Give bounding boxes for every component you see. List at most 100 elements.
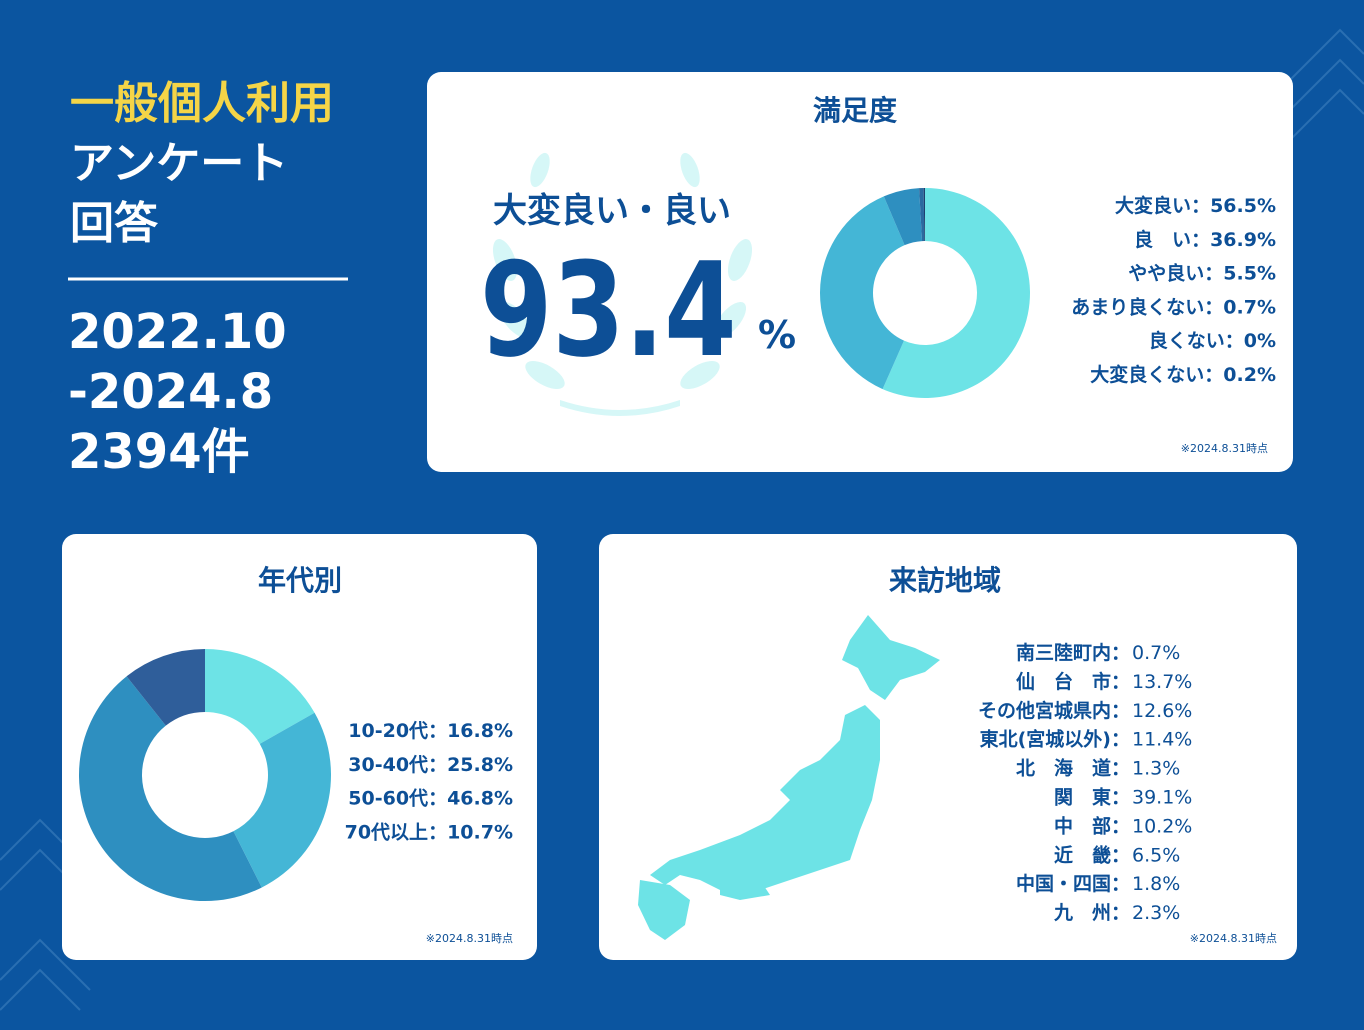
separator: ： bbox=[1191, 195, 1210, 217]
legend-label: 大変良い bbox=[1115, 194, 1191, 217]
value-label: 1.8% bbox=[1132, 873, 1180, 895]
value-label: 11.4% bbox=[1132, 729, 1192, 751]
count: 2394件 bbox=[68, 424, 250, 480]
donut-segment bbox=[233, 712, 331, 888]
separator: ： bbox=[1204, 296, 1223, 318]
value-label: 13.7% bbox=[1132, 671, 1192, 693]
legend-label: 北 海 道 bbox=[1016, 757, 1111, 780]
value-label: 10.7% bbox=[447, 821, 513, 843]
legend-label: 10-20代 bbox=[348, 720, 428, 742]
decoration bbox=[0, 28, 1364, 1011]
separator: ： bbox=[1111, 729, 1130, 751]
separator: ： bbox=[1111, 787, 1130, 809]
period: -2024.8 bbox=[68, 364, 273, 420]
value-label: 25.8% bbox=[447, 754, 513, 776]
separator: ： bbox=[1111, 844, 1130, 866]
legend-entry: 九 州： bbox=[1053, 902, 1130, 924]
value-label: 1.3% bbox=[1132, 758, 1180, 780]
donut-segment bbox=[126, 649, 205, 726]
legend-label: やや良い bbox=[1128, 262, 1204, 285]
legend-entry: 大変良い：56.5% bbox=[1115, 194, 1276, 217]
value-label: 36.9% bbox=[1210, 229, 1276, 251]
separator: ： bbox=[1111, 873, 1130, 895]
highlight-label: 大変良い・良い bbox=[493, 191, 731, 231]
value-label: 12.6% bbox=[1132, 700, 1192, 722]
title: アンケート bbox=[70, 138, 288, 189]
highlight-value: 93.4 bbox=[480, 235, 737, 386]
legend-entry: 良くない：0% bbox=[1149, 329, 1276, 352]
legend-entry: 北 海 道： bbox=[1016, 757, 1130, 780]
legend-label: 30-40代 bbox=[348, 754, 428, 776]
separator: ： bbox=[1191, 229, 1210, 251]
legend-entry: 大変良くない：0.2% bbox=[1090, 363, 1276, 386]
legend-label: あまり良くない bbox=[1071, 295, 1204, 318]
highlight-unit: % bbox=[758, 313, 796, 357]
legend-entry: 中 部： bbox=[1054, 814, 1130, 837]
note: ※2024.8.31時点 bbox=[1190, 932, 1277, 945]
value-label: 2.3% bbox=[1132, 902, 1180, 924]
value-label: 6.5% bbox=[1132, 844, 1180, 866]
donut-segment bbox=[919, 188, 925, 242]
legend-entry: 良 い：36.9% bbox=[1134, 228, 1276, 251]
donut-segment bbox=[819, 196, 905, 390]
donut-segment bbox=[882, 188, 1031, 398]
separator: ： bbox=[1111, 642, 1130, 664]
chart-title: 来訪地域 bbox=[889, 564, 1001, 597]
legend-label: 中国・四国 bbox=[1016, 872, 1111, 895]
value-label: 5.5% bbox=[1223, 263, 1276, 285]
note: ※2024.8.31時点 bbox=[426, 932, 513, 945]
donut-segment bbox=[205, 649, 315, 744]
value-label: 16.8% bbox=[447, 720, 513, 742]
separator: ： bbox=[428, 821, 447, 843]
wreath bbox=[492, 152, 753, 416]
legend-entry: 東北(宮城以外)： bbox=[980, 728, 1130, 751]
legend-entry: 中国・四国： bbox=[1016, 872, 1130, 895]
separator: ： bbox=[1111, 671, 1130, 693]
legend-entry: 70代以上：10.7% bbox=[345, 821, 513, 843]
chart-title: 満足度 bbox=[813, 94, 897, 127]
title: 回答 bbox=[70, 198, 159, 249]
period: 2022.10 bbox=[68, 304, 287, 360]
separator: ： bbox=[1111, 815, 1130, 837]
separator: ： bbox=[1111, 902, 1130, 924]
legend-entry: 近 畿： bbox=[1054, 843, 1130, 866]
value-label: 39.1% bbox=[1132, 787, 1192, 809]
legend-entry: やや良い：5.5% bbox=[1128, 262, 1276, 285]
legend-label: 50-60代 bbox=[348, 788, 428, 810]
title: 一般個人利用 bbox=[70, 78, 334, 129]
value-label: 10.2% bbox=[1132, 815, 1192, 837]
legend-label: 近 畿 bbox=[1054, 843, 1111, 866]
separator: ： bbox=[1204, 263, 1223, 285]
legend-label: 良くない bbox=[1149, 329, 1225, 352]
legend-entry: 50-60代：46.8% bbox=[348, 788, 513, 810]
note: ※2024.8.31時点 bbox=[1181, 442, 1268, 455]
legend-label: 南三陸町内 bbox=[1016, 641, 1111, 664]
legend-entry: 10-20代：16.8% bbox=[348, 720, 513, 742]
legend-label: 良 い bbox=[1134, 228, 1191, 251]
value-label: 0.2% bbox=[1223, 364, 1276, 386]
legend-label: 東北(宮城以外) bbox=[980, 728, 1111, 751]
chart-title: 年代別 bbox=[258, 564, 342, 597]
separator: ： bbox=[1204, 364, 1223, 386]
legend-label: 仙 台 市 bbox=[1016, 670, 1111, 693]
value-label: 0.7% bbox=[1132, 642, 1180, 664]
legend-label: 中 部 bbox=[1054, 814, 1111, 837]
legend-entry: あまり良くない：0.7% bbox=[1071, 295, 1276, 318]
value-label: 46.8% bbox=[447, 788, 513, 810]
japan-map bbox=[638, 615, 940, 940]
value-label: 56.5% bbox=[1210, 195, 1276, 217]
donut-segment bbox=[883, 188, 923, 246]
separator: ： bbox=[428, 720, 447, 742]
legend-label: その他宮城県内 bbox=[978, 699, 1111, 722]
legend-label: 大変良くない bbox=[1090, 363, 1204, 386]
value-label: 0.7% bbox=[1223, 296, 1276, 318]
legend-label: 九 州 bbox=[1053, 902, 1111, 924]
legend-entry: 30-40代：25.8% bbox=[348, 754, 513, 776]
separator: ： bbox=[1111, 758, 1130, 780]
legend-label: 関 東 bbox=[1054, 786, 1111, 809]
separator: ： bbox=[428, 788, 447, 810]
separator: ： bbox=[1225, 330, 1244, 352]
separator: ： bbox=[428, 754, 447, 776]
value-label: 0% bbox=[1244, 330, 1276, 352]
